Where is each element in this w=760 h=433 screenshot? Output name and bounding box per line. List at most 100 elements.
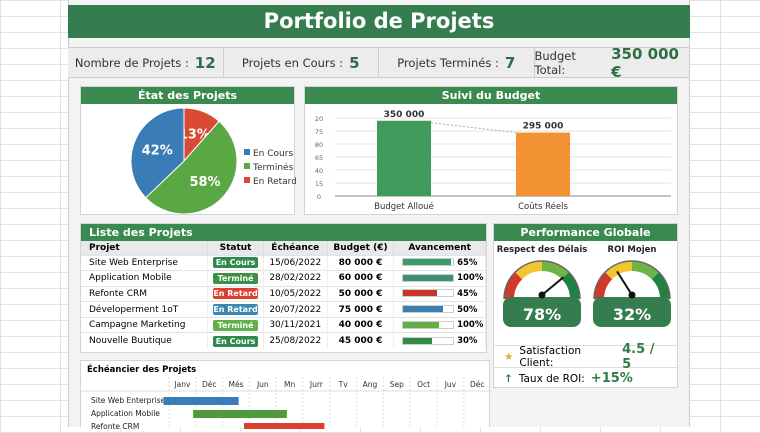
progress-bar	[402, 258, 455, 267]
month-label: Oct	[417, 380, 430, 389]
budget-chart: 0 15 40 65 80 75 20 350 000 Budget Alloué 295 000…	[315, 110, 671, 212]
progress-cell: 30%	[393, 332, 486, 349]
project-name: Déveloperment 1oT	[81, 301, 209, 318]
progress-bar	[402, 320, 455, 329]
gantt-bar	[193, 410, 287, 418]
table-row[interactable]: Nouvelle Buutique En Cours 25/08/2022 45 00…	[81, 332, 486, 349]
status-cell: En Cours	[207, 332, 264, 349]
project-name: Campagne Marketing	[81, 316, 209, 333]
gauge-rim	[503, 260, 581, 300]
gauge-pivot	[538, 291, 546, 299]
y-tick-label: 75	[315, 128, 323, 136]
gantt-task-label: Application Mobile	[91, 409, 160, 418]
pie-label: 13%	[179, 128, 210, 143]
budget-value: 40 000 €	[327, 316, 395, 333]
y-tick-label: 80	[315, 141, 323, 149]
gauge-base	[593, 297, 671, 327]
kpi-label: Nombre de Projets :	[74, 55, 189, 70]
due-date: 28/02/2022	[263, 270, 328, 287]
roi-value: +15%	[590, 371, 633, 386]
budget-title: Suivi du Budget	[305, 87, 677, 104]
due-date: 25/08/2022	[263, 332, 328, 349]
budget-value: 75 000 €	[327, 301, 395, 318]
column-header[interactable]: Échéance	[263, 241, 328, 255]
y-tick-label: 65	[315, 154, 323, 162]
table-row[interactable]: Déveloperment 1oT En Retard 20/07/2022 75 0…	[81, 301, 486, 318]
bar-value-label: 295 000	[523, 122, 564, 132]
gantt-bar	[244, 423, 325, 431]
progress-bar	[402, 336, 455, 345]
month-label: Jurr	[309, 380, 324, 389]
due-date: 30/11/2021	[263, 316, 328, 333]
gantt-panel: Échéancier des Projets Janv Déc Més Jun Mn Ju…	[80, 360, 491, 431]
gauge-base	[503, 297, 581, 327]
satisfaction-value: 4.5 / 5	[622, 341, 655, 372]
kpi-card: Budget Total: 350 000 €	[534, 45, 690, 81]
gauge-segment	[651, 272, 670, 299]
progress-percent: 65%	[457, 257, 478, 268]
status-badge: Terminé	[213, 272, 259, 284]
column-header[interactable]: Budget (€)	[327, 241, 395, 255]
legend-label: En Cours	[253, 149, 293, 159]
y-tick-label: 40	[315, 167, 323, 175]
gauge-needle	[616, 270, 633, 296]
month-label: Juv	[444, 380, 457, 389]
budget-bar	[377, 120, 431, 196]
kpi-card: Projets Terminés : 7	[379, 48, 535, 77]
column-header[interactable]: Avancement	[393, 241, 486, 255]
list-title: Liste des Projets	[81, 224, 486, 241]
x-tick-label: Coûts Réels	[518, 201, 568, 212]
gauge-needle	[541, 276, 565, 296]
legend-label: En Retard	[253, 177, 296, 187]
status-badge: En Retard	[213, 304, 259, 316]
project-name: Site Web Enterprise	[81, 254, 209, 271]
y-tick-label: 15	[315, 180, 323, 188]
performance-panel: Performance Globale Respect des Délais 78…	[493, 223, 678, 388]
y-tick-label: 20	[315, 115, 323, 123]
legend-label: Terminés	[252, 162, 294, 173]
kpi-label: Budget Total:	[534, 48, 576, 77]
pie-chart: 13% 58% 42% En Cours Terminés En Retard	[130, 107, 297, 215]
month-label: Més	[229, 380, 244, 389]
project-list-panel: Liste des Projets Projet Statut Échéance Bu…	[80, 223, 487, 353]
y-tick-label: 0	[317, 193, 321, 201]
bar-value-label: 350 000	[384, 110, 425, 120]
status-badge: En Cours	[213, 257, 259, 269]
gantt-bar	[163, 397, 239, 405]
month-label: Jun	[256, 380, 269, 389]
month-label: Déc	[202, 380, 217, 389]
gauge-label: Respect des Délais	[497, 244, 588, 255]
column-header[interactable]: Projet	[81, 241, 209, 255]
progress-cell: 100%	[393, 316, 486, 333]
pie-label: 58%	[189, 175, 220, 190]
progress-percent: 100%	[457, 320, 484, 331]
column-header[interactable]: Statut	[207, 241, 264, 255]
month-label: Déc	[470, 380, 485, 389]
gauge-segment	[594, 272, 613, 299]
legend-swatch	[244, 163, 250, 169]
kpi-value: 350 000 €	[611, 44, 679, 81]
table-row[interactable]: Application Mobile Terminé 28/02/2022 60 00…	[81, 270, 486, 287]
due-date: 15/06/2022	[263, 254, 328, 271]
table-row[interactable]: Site Web Enterprise En Cours 15/06/2022 80 …	[81, 254, 486, 271]
pie-label: 42%	[142, 144, 173, 159]
gauge-pivot	[628, 291, 636, 299]
pie-title: État des Projets	[81, 87, 294, 104]
kpi-card: Projets en Cours : 5	[224, 48, 379, 77]
gantt-task-label: Site Web Enterprise	[91, 396, 165, 405]
gauges: Respect des Délais 78% ROI Mojen 32%	[497, 244, 671, 327]
status-badge: En Cours	[213, 335, 259, 347]
month-label: Janv	[173, 380, 191, 389]
project-name: Refonte CRM	[81, 285, 209, 302]
kpi-value: 12	[194, 53, 216, 72]
table-row[interactable]: Refonte CRM En Retard 10/05/2022 50 000 € 4…	[81, 285, 486, 302]
project-table: Projet Statut Échéance Budget (€) Avancement…	[81, 241, 486, 349]
table-row[interactable]: Campagne Marketing Terminé 30/11/2021 40 00…	[81, 316, 486, 333]
pie-panel: État des Projets 13% 58% 42% En Cours Termin…	[80, 86, 297, 215]
status-cell: En Retard	[207, 301, 264, 318]
budget-value: 50 000 €	[327, 285, 395, 302]
status-badge: En Retard	[213, 288, 259, 300]
progress-percent: 100%	[457, 273, 484, 284]
gauge-value: 32%	[613, 305, 651, 324]
gauge-segment	[605, 261, 632, 280]
